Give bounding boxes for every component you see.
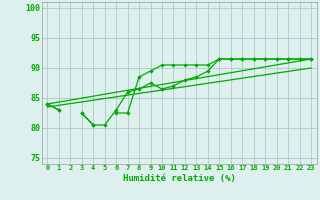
X-axis label: Humidité relative (%): Humidité relative (%)	[123, 174, 236, 183]
